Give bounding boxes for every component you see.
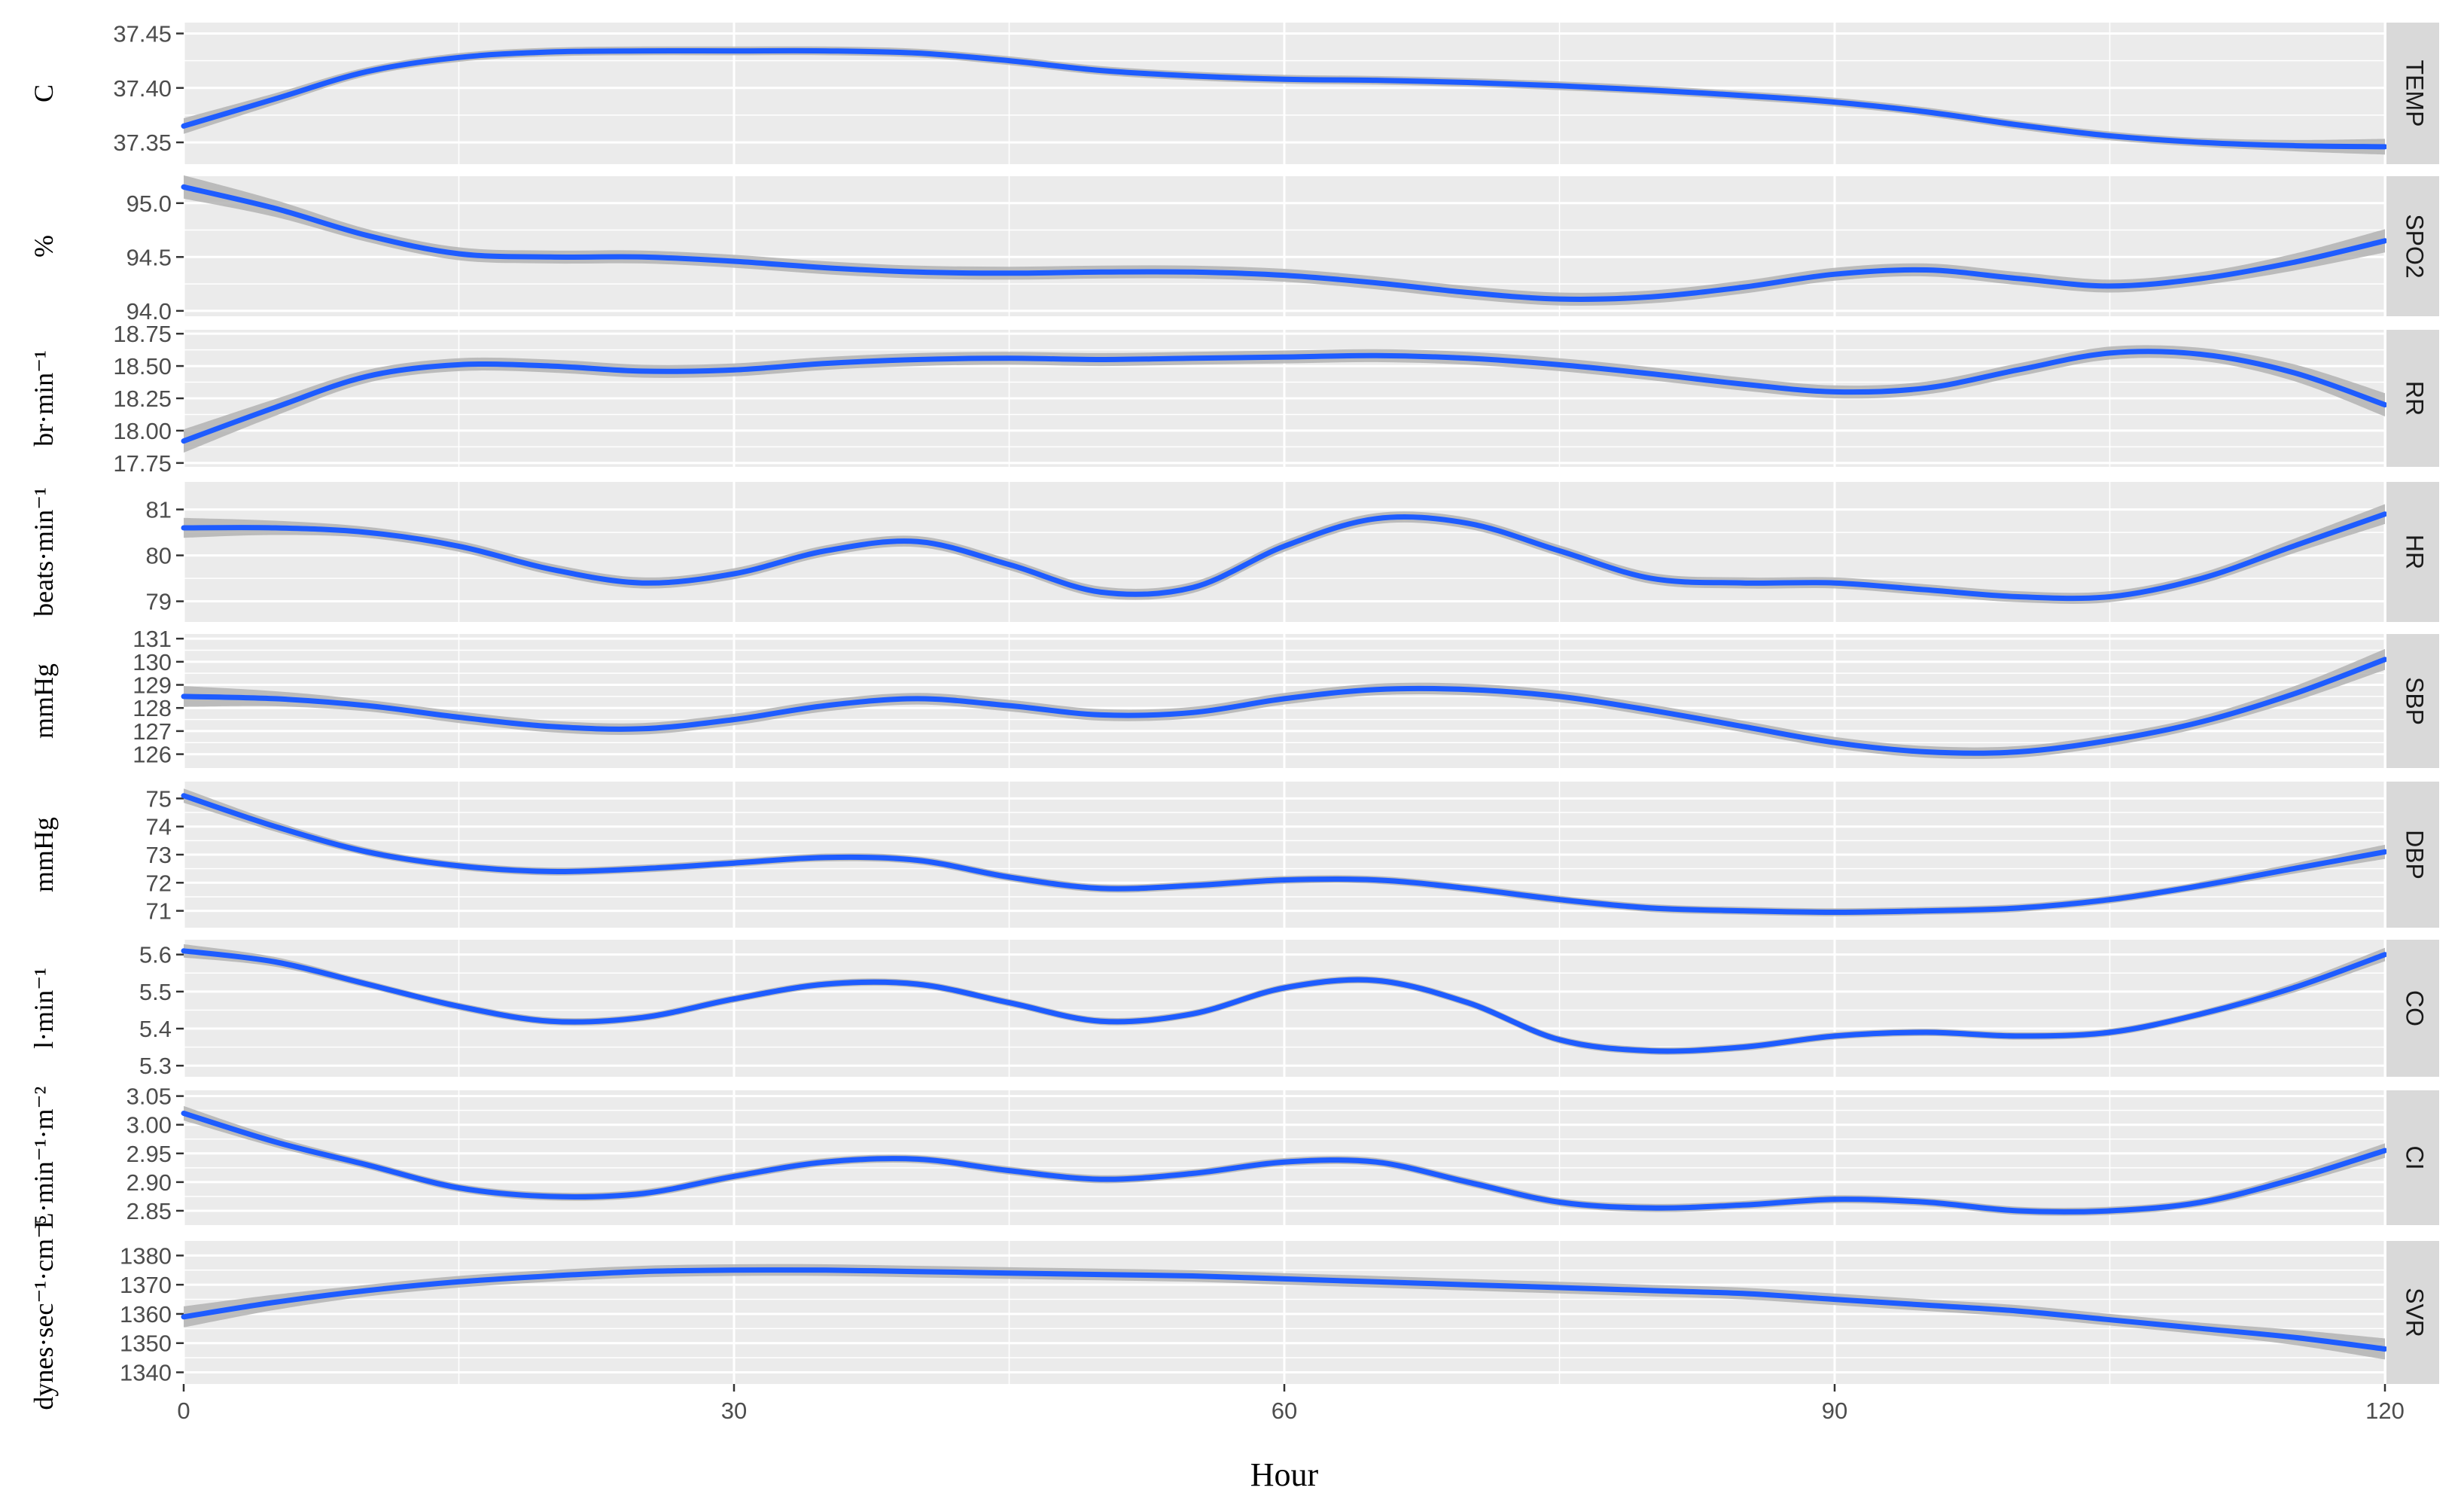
panel-ci: 2.852.902.953.003.05 CI L·min⁻¹·m⁻² — [29, 1084, 2439, 1230]
y-axis-title: C — [29, 84, 59, 102]
series-line — [181, 511, 2388, 602]
facet-strip — [2386, 634, 2439, 768]
y-tick-label: 1380 — [120, 1242, 172, 1269]
y-axis-title: br·min⁻¹ — [29, 350, 59, 447]
y-tick-label: 79 — [146, 589, 172, 615]
facet-panels: 37.35 37.40 37.45 TEMP C 94.0 94.5 95.0 SPO2% 17.… — [29, 20, 2439, 1410]
facet-strip — [2386, 23, 2439, 164]
y-tick-label: 94.0 — [126, 298, 172, 325]
facet-strip-label: RR — [2402, 381, 2429, 416]
facet-strip-label: HR — [2402, 535, 2429, 569]
panel-rr: 17.75 18.00 18.25 18.50 18.75 RR br·min⁻¹ — [29, 321, 2439, 477]
y-tick-label: 75 — [146, 785, 172, 812]
confidence-ribbon — [184, 504, 2385, 604]
facet-strip — [2386, 940, 2439, 1077]
y-tick-label: 126 — [132, 742, 172, 768]
y-tick-label: 3.05 — [126, 1084, 172, 1110]
y-axis-title: dynes·sec⁻¹·cm⁻⁵ — [29, 1215, 59, 1410]
x-tick-label: 60 — [1272, 1398, 1297, 1424]
y-tick-label: 5.6 — [139, 942, 172, 968]
x-tick-label: 120 — [2365, 1398, 2405, 1424]
y-tick-label: 73 — [146, 842, 172, 868]
facet-strip-label: TEMP — [2402, 60, 2429, 127]
series-line — [181, 1267, 2388, 1352]
y-tick-label: 18.00 — [113, 418, 172, 444]
y-tick-label: 94.5 — [126, 244, 172, 270]
y-tick-label: 74 — [146, 814, 172, 840]
y-tick-label: 5.4 — [139, 1016, 172, 1042]
y-tick-label: 1370 — [120, 1272, 172, 1298]
y-tick-label: 3.00 — [126, 1112, 172, 1139]
y-tick-label: 37.45 — [113, 20, 172, 47]
facet-strip-label: CO — [2402, 990, 2429, 1026]
y-tick-label: 131 — [132, 626, 172, 652]
y-tick-label: 1360 — [120, 1301, 172, 1328]
facet-strip — [2386, 330, 2439, 467]
y-tick-label: 128 — [132, 695, 172, 721]
x-axis: 0 30 60 90 120 — [177, 1384, 2405, 1424]
facet-strip-label: SPO2 — [2402, 214, 2429, 278]
x-tick-label: 30 — [721, 1398, 747, 1424]
facet-strip — [2386, 176, 2439, 316]
panel-spo2: 94.0 94.5 95.0 SPO2% — [29, 175, 2439, 325]
y-tick-label: 18.50 — [113, 353, 172, 380]
y-axis-title: % — [29, 235, 59, 258]
y-tick-label: 18.75 — [113, 321, 172, 347]
facet-strip-label: DBP — [2402, 830, 2429, 879]
y-axis-title: beats·min⁻¹ — [29, 487, 59, 617]
x-tick-label: 0 — [177, 1398, 190, 1424]
y-tick-label: 130 — [132, 649, 172, 675]
panel-hr: 79 80 81 HR beats·min⁻¹ — [29, 482, 2439, 622]
panel-co: 5.3 5.4 5.5 5.6 CO l·min⁻¹ — [29, 940, 2439, 1079]
confidence-ribbon — [184, 46, 2385, 155]
y-tick-label: 5.5 — [139, 979, 172, 1005]
y-axis-title: mmHg — [29, 663, 59, 739]
x-tick-label: 90 — [1822, 1398, 1847, 1424]
y-tick-label: 129 — [132, 672, 172, 699]
series-line — [181, 184, 2388, 302]
y-tick-label: 1340 — [120, 1359, 172, 1385]
facet-strip — [2386, 1241, 2439, 1384]
y-axis-title: L·min⁻¹·m⁻² — [29, 1087, 59, 1230]
y-tick-label: 17.75 — [113, 450, 172, 477]
series-line — [181, 1111, 2388, 1215]
y-axis-title: mmHg — [29, 817, 59, 892]
y-tick-label: 37.35 — [113, 130, 172, 156]
x-axis-title: Hour — [1250, 1456, 1319, 1493]
y-tick-label: 1350 — [120, 1331, 172, 1357]
series-line — [181, 793, 2388, 915]
series-line — [181, 948, 2388, 1054]
series-line — [181, 349, 2388, 444]
y-tick-label: 5.3 — [139, 1053, 172, 1079]
y-tick-label: 18.25 — [113, 386, 172, 412]
y-tick-label: 71 — [146, 898, 172, 925]
y-tick-label: 37.40 — [113, 75, 172, 102]
facet-strip-label: SBP — [2402, 677, 2429, 725]
y-tick-label: 95.0 — [126, 191, 172, 217]
y-tick-label: 81 — [146, 497, 172, 523]
facet-strip-label: CI — [2402, 1146, 2429, 1170]
y-tick-label: 2.90 — [126, 1169, 172, 1196]
y-axis-title: l·min⁻¹ — [29, 968, 59, 1049]
confidence-ribbon — [184, 1264, 2385, 1360]
y-tick-label: 2.95 — [126, 1141, 172, 1167]
series-line — [181, 657, 2388, 756]
facet-strip-label: SVR — [2402, 1288, 2429, 1337]
y-tick-label: 2.85 — [126, 1198, 172, 1224]
panel-temp: 37.35 37.40 37.45 TEMP C — [29, 20, 2439, 164]
y-tick-label: 127 — [132, 718, 172, 745]
y-tick-label: 80 — [146, 543, 172, 569]
facet-strip — [2386, 782, 2439, 928]
series-line — [181, 47, 2388, 150]
y-tick-label: 72 — [146, 870, 172, 896]
facet-strip — [2386, 1090, 2439, 1225]
confidence-ribbon — [184, 648, 2385, 759]
facet-strip — [2386, 482, 2439, 622]
